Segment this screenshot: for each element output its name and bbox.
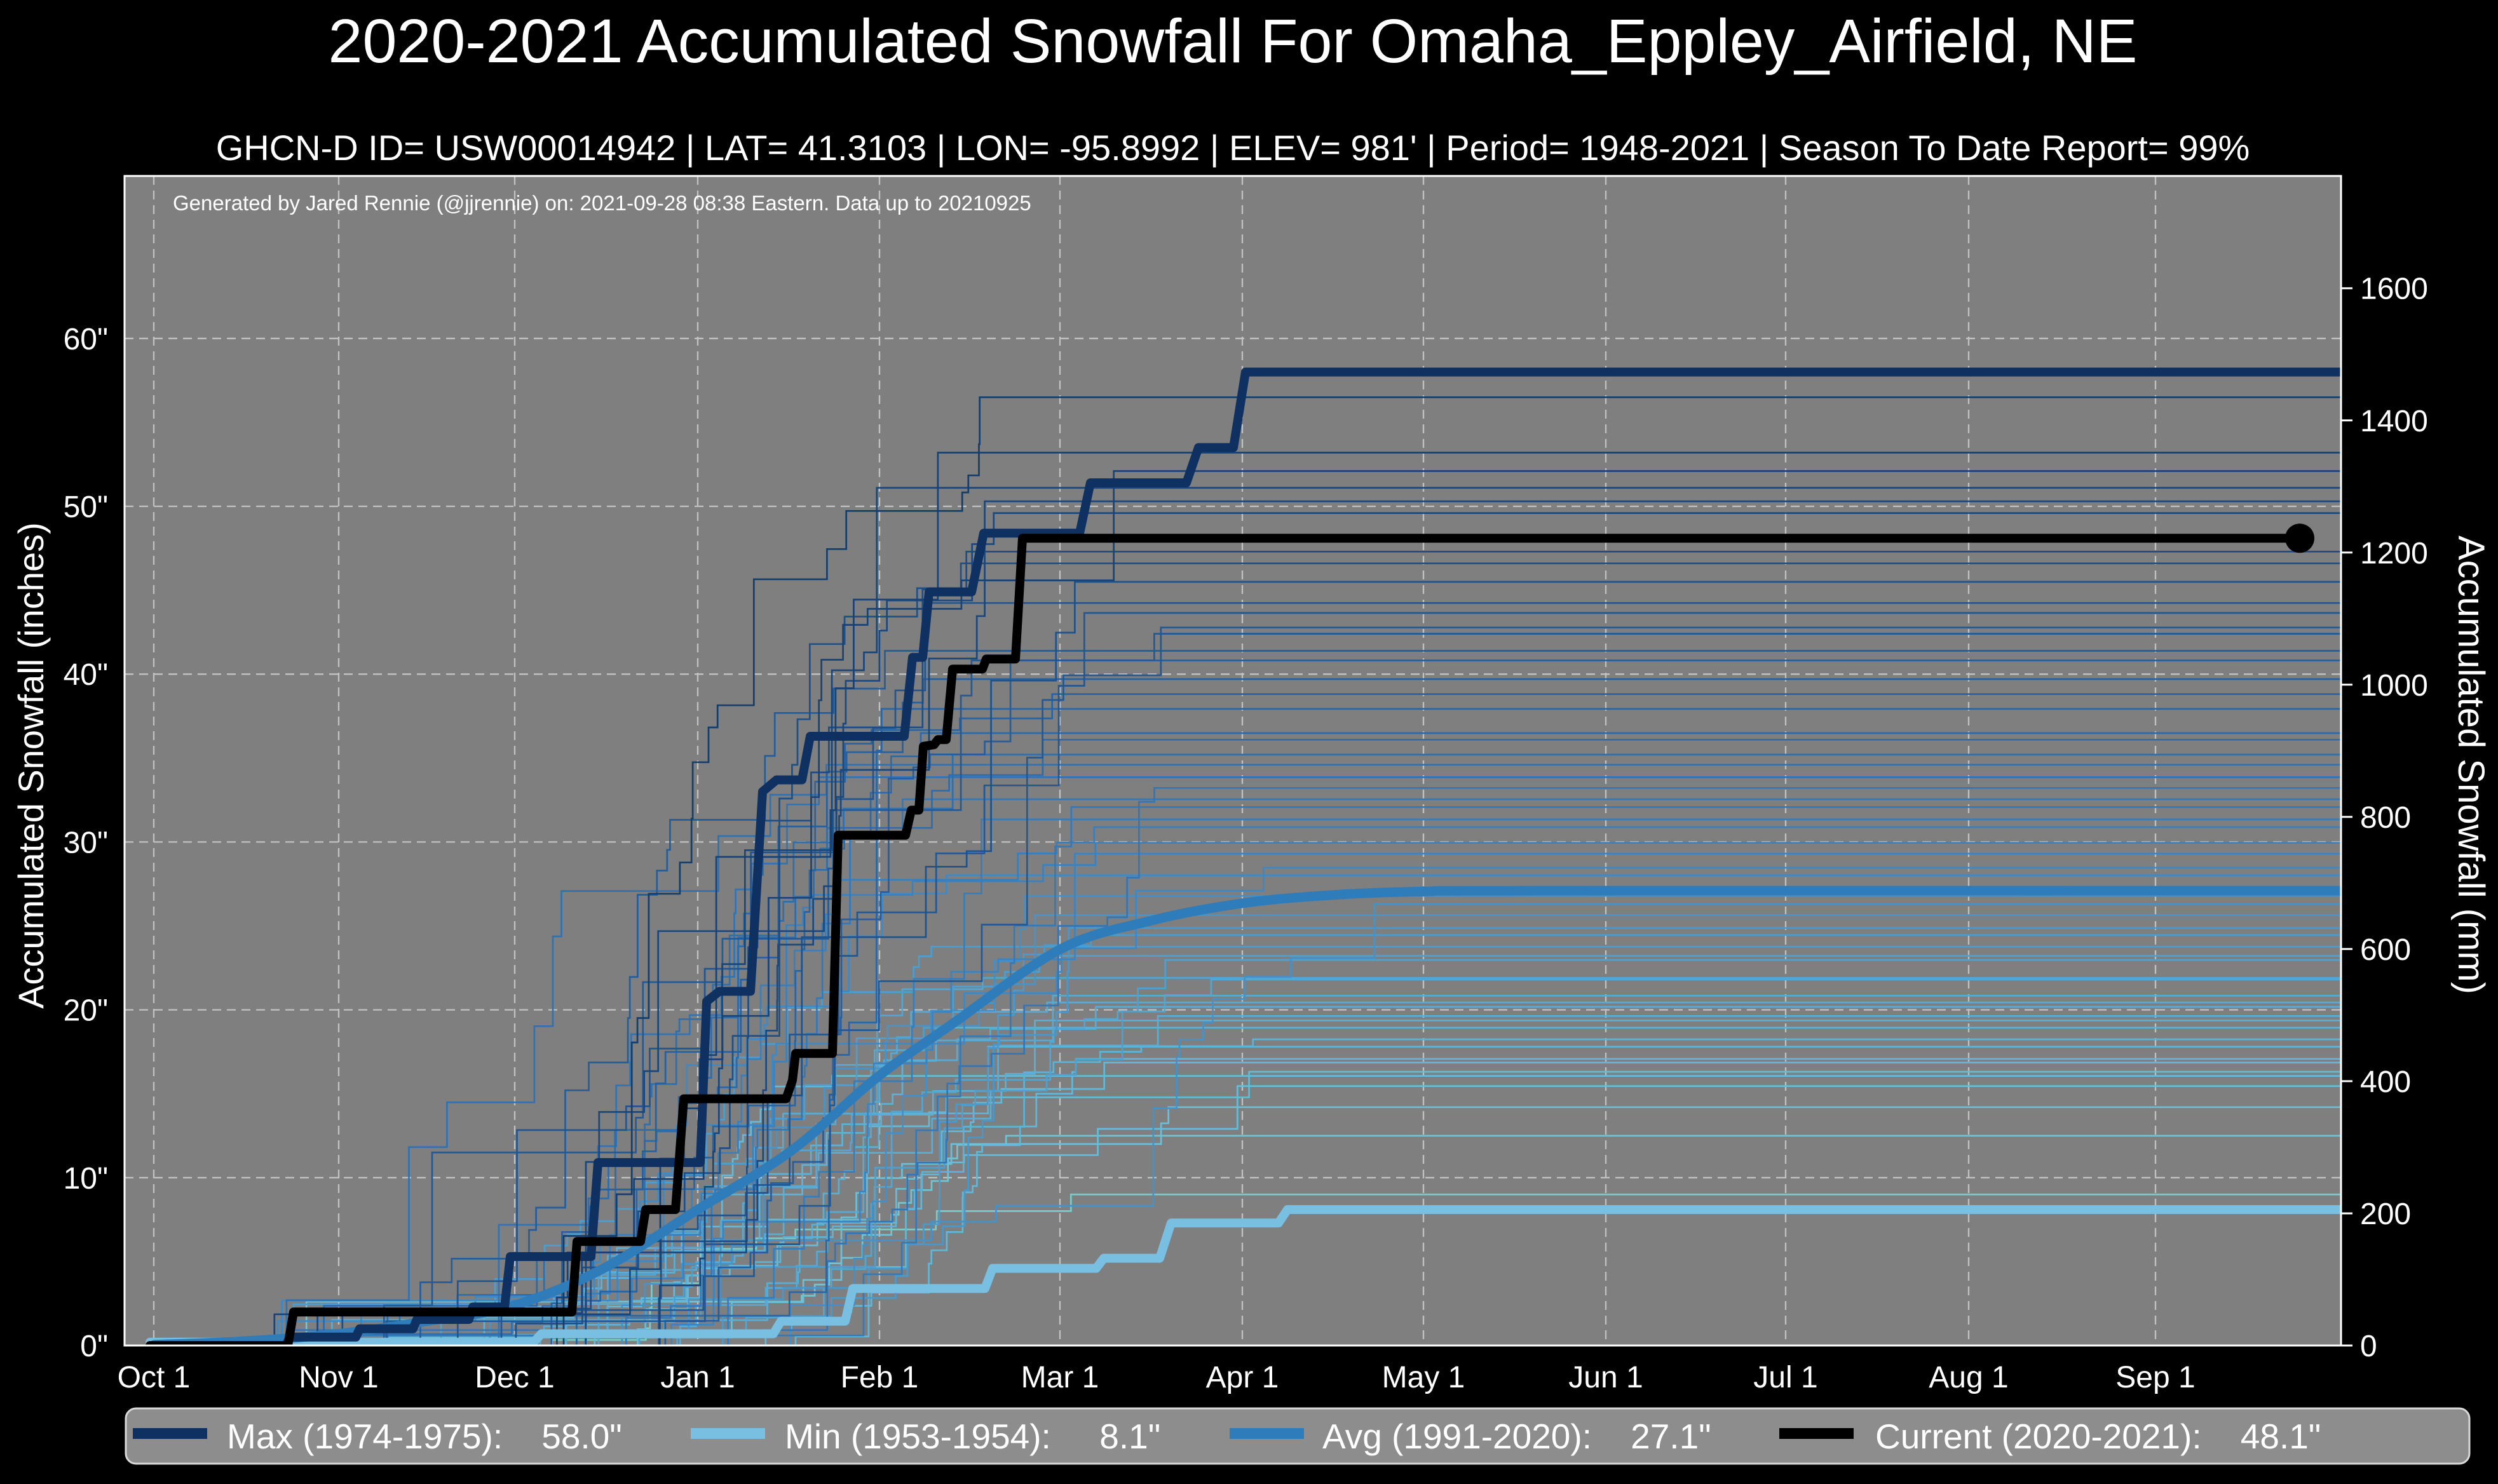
svg-text:Max (1974-1975): 58.0": Max (1974-1975): 58.0" (227, 1417, 622, 1456)
svg-text:20": 20" (64, 994, 108, 1028)
svg-text:1000: 1000 (2360, 669, 2428, 703)
svg-text:Jul 1: Jul 1 (1753, 1361, 1817, 1394)
svg-text:2020-2021 Accumulated Snowfall: 2020-2021 Accumulated Snowfall For Omaha… (329, 6, 2138, 76)
svg-text:May 1: May 1 (1382, 1361, 1465, 1394)
svg-text:Accumulated Snowfall (mm): Accumulated Snowfall (mm) (2450, 536, 2492, 994)
svg-text:1400: 1400 (2360, 405, 2428, 438)
svg-text:Nov 1: Nov 1 (299, 1361, 378, 1394)
svg-text:200: 200 (2360, 1197, 2411, 1231)
svg-text:Accumulated Snowfall (inches): Accumulated Snowfall (inches) (11, 522, 51, 1009)
svg-text:1200: 1200 (2360, 537, 2428, 570)
svg-text:Sep 1: Sep 1 (2115, 1361, 2195, 1394)
svg-text:Oct 1: Oct 1 (118, 1361, 191, 1394)
svg-text:Jun 1: Jun 1 (1568, 1361, 1643, 1394)
svg-text:Current (2020-2021): 48.1": Current (2020-2021): 48.1" (1875, 1417, 2321, 1456)
svg-text:1600: 1600 (2360, 273, 2428, 306)
svg-text:800: 800 (2360, 801, 2411, 835)
svg-text:Avg (1991-2020): 27.1": Avg (1991-2020): 27.1" (1322, 1417, 1711, 1456)
svg-text:0: 0 (2360, 1330, 2377, 1363)
svg-text:400: 400 (2360, 1065, 2411, 1099)
svg-text:40": 40" (64, 658, 108, 692)
svg-text:Feb 1: Feb 1 (841, 1361, 919, 1394)
svg-text:60": 60" (64, 323, 108, 356)
svg-text:Jan 1: Jan 1 (660, 1361, 735, 1394)
svg-text:GHCN-D ID= USW00014942 | LAT=: GHCN-D ID= USW00014942 | LAT= 41.3103 | … (216, 128, 2250, 168)
svg-text:600: 600 (2360, 933, 2411, 967)
svg-text:30": 30" (64, 826, 108, 860)
svg-text:Generated by Jared Rennie (@jj: Generated by Jared Rennie (@jjrennie) on… (173, 191, 1031, 215)
svg-text:10": 10" (64, 1162, 108, 1196)
svg-text:Min (1953-1954): 8.1": Min (1953-1954): 8.1" (785, 1417, 1160, 1456)
svg-text:Dec 1: Dec 1 (475, 1361, 554, 1394)
svg-text:0": 0" (80, 1330, 108, 1363)
svg-text:Mar 1: Mar 1 (1021, 1361, 1099, 1394)
svg-text:50": 50" (64, 490, 108, 524)
svg-text:Apr 1: Apr 1 (1206, 1361, 1279, 1394)
svg-text:Aug 1: Aug 1 (1929, 1361, 2008, 1394)
